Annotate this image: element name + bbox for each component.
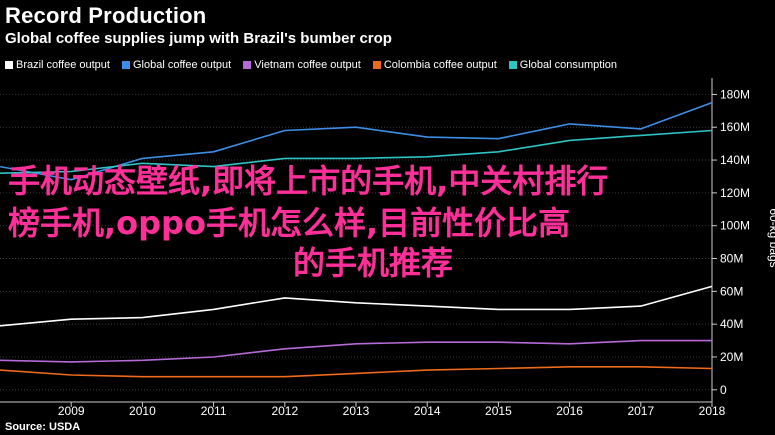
legend-label: Brazil coffee output — [16, 59, 110, 71]
chart-subtitle: Global coffee supplies jump with Brazil'… — [5, 30, 392, 47]
chart-title: Record Production — [5, 3, 207, 28]
y-tick-label: 40M — [720, 317, 743, 331]
y-tick-label: 60M — [720, 284, 743, 298]
x-tick-label: 2011 — [201, 404, 227, 418]
x-tick-label: 2017 — [627, 404, 654, 418]
series-line-2 — [0, 339, 712, 363]
overlay-line-1: 手机动态壁纸,即将上市的手机,中关村排行 — [8, 162, 609, 200]
y-tick-label: 20M — [720, 350, 743, 364]
legend-swatch — [5, 61, 13, 69]
y-tick-label: 120M — [720, 186, 750, 200]
y-tick-label: 160M — [720, 120, 750, 134]
x-tick-label: 2012 — [271, 404, 298, 418]
series-line-0 — [0, 285, 713, 327]
y-axis-label: 60-kg bags — [767, 208, 775, 267]
series-line-4 — [0, 129, 713, 174]
x-tick-label: 2010 — [129, 404, 156, 418]
x-tick-label: 2014 — [414, 404, 441, 418]
legend-label: Global coffee output — [132, 59, 232, 71]
legend-item: Vietnam coffee output — [243, 59, 361, 71]
y-tick-label: 80M — [720, 252, 743, 266]
x-tick-label: 2013 — [343, 404, 370, 418]
y-tick-label: 140M — [720, 153, 750, 167]
legend-label: Vietnam coffee output — [254, 59, 361, 71]
legend-swatch — [372, 61, 381, 69]
legend-label: Colombia coffee output — [383, 59, 497, 71]
x-tick-label: 2016 — [556, 404, 583, 418]
legend-label: Global consumption — [519, 59, 618, 71]
x-tick-label: 2015 — [485, 404, 512, 418]
y-tick-label: 100M — [720, 219, 750, 233]
y-tick-label: 180M — [720, 87, 750, 101]
y-tick-label: 0 — [720, 383, 727, 397]
x-tick-label: 2009 — [58, 404, 85, 418]
legend-item: Global consumption — [508, 59, 618, 71]
series-line-3 — [0, 365, 713, 378]
legend-swatch — [508, 61, 517, 69]
legend-item: Global coffee output — [121, 59, 232, 71]
overlay-line-2: 榜手机,oppo手机怎么样,目前性价比高 — [8, 204, 571, 242]
legend-item: Brazil coffee output — [5, 59, 110, 71]
legend-swatch — [243, 61, 252, 69]
chart-legend: Brazil coffee output Global coffee output… — [5, 58, 617, 72]
overlay-line-3: 的手机推荐 — [293, 244, 454, 282]
legend-item: Colombia coffee output — [372, 59, 497, 71]
legend-swatch — [121, 61, 130, 69]
x-tick-label: 2018 — [699, 404, 726, 418]
chart-source: Source: USDA — [5, 421, 81, 433]
